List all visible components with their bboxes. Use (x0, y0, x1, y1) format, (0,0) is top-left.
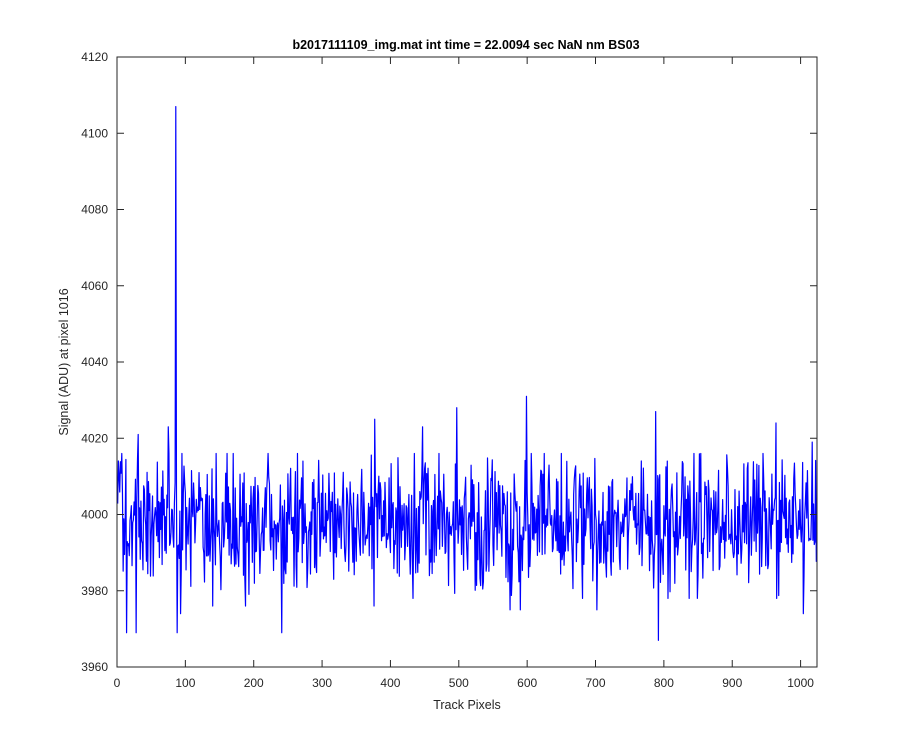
chart-title: b2017111109_img.mat int time = 22.0094 s… (292, 38, 639, 52)
x-tick-label: 500 (449, 676, 469, 690)
y-axis-label: Signal (ADU) at pixel 1016 (57, 288, 71, 435)
x-tick-label: 600 (517, 676, 537, 690)
y-tick-label: 3980 (81, 584, 108, 598)
x-tick-label: 0 (114, 676, 121, 690)
x-tick-label: 1000 (787, 676, 814, 690)
y-tick-label: 4120 (81, 50, 108, 64)
x-tick-label: 800 (654, 676, 674, 690)
x-tick-label: 300 (312, 676, 332, 690)
y-tick-label: 4000 (81, 508, 108, 522)
y-tick-label: 4080 (81, 203, 108, 217)
x-tick-label: 400 (380, 676, 400, 690)
y-tick-label: 4060 (81, 279, 108, 293)
x-axis-label: Track Pixels (433, 698, 501, 712)
x-tick-label: 900 (722, 676, 742, 690)
y-tick-label: 3960 (81, 660, 108, 674)
y-tick-label: 4100 (81, 126, 108, 140)
x-tick-label: 100 (175, 676, 195, 690)
y-tick-label: 4020 (81, 431, 108, 445)
x-tick-label: 200 (244, 676, 264, 690)
y-tick-label: 4040 (81, 355, 108, 369)
axes-box (116, 56, 818, 668)
signal-series-line (117, 105, 818, 641)
x-tick-label: 700 (586, 676, 606, 690)
